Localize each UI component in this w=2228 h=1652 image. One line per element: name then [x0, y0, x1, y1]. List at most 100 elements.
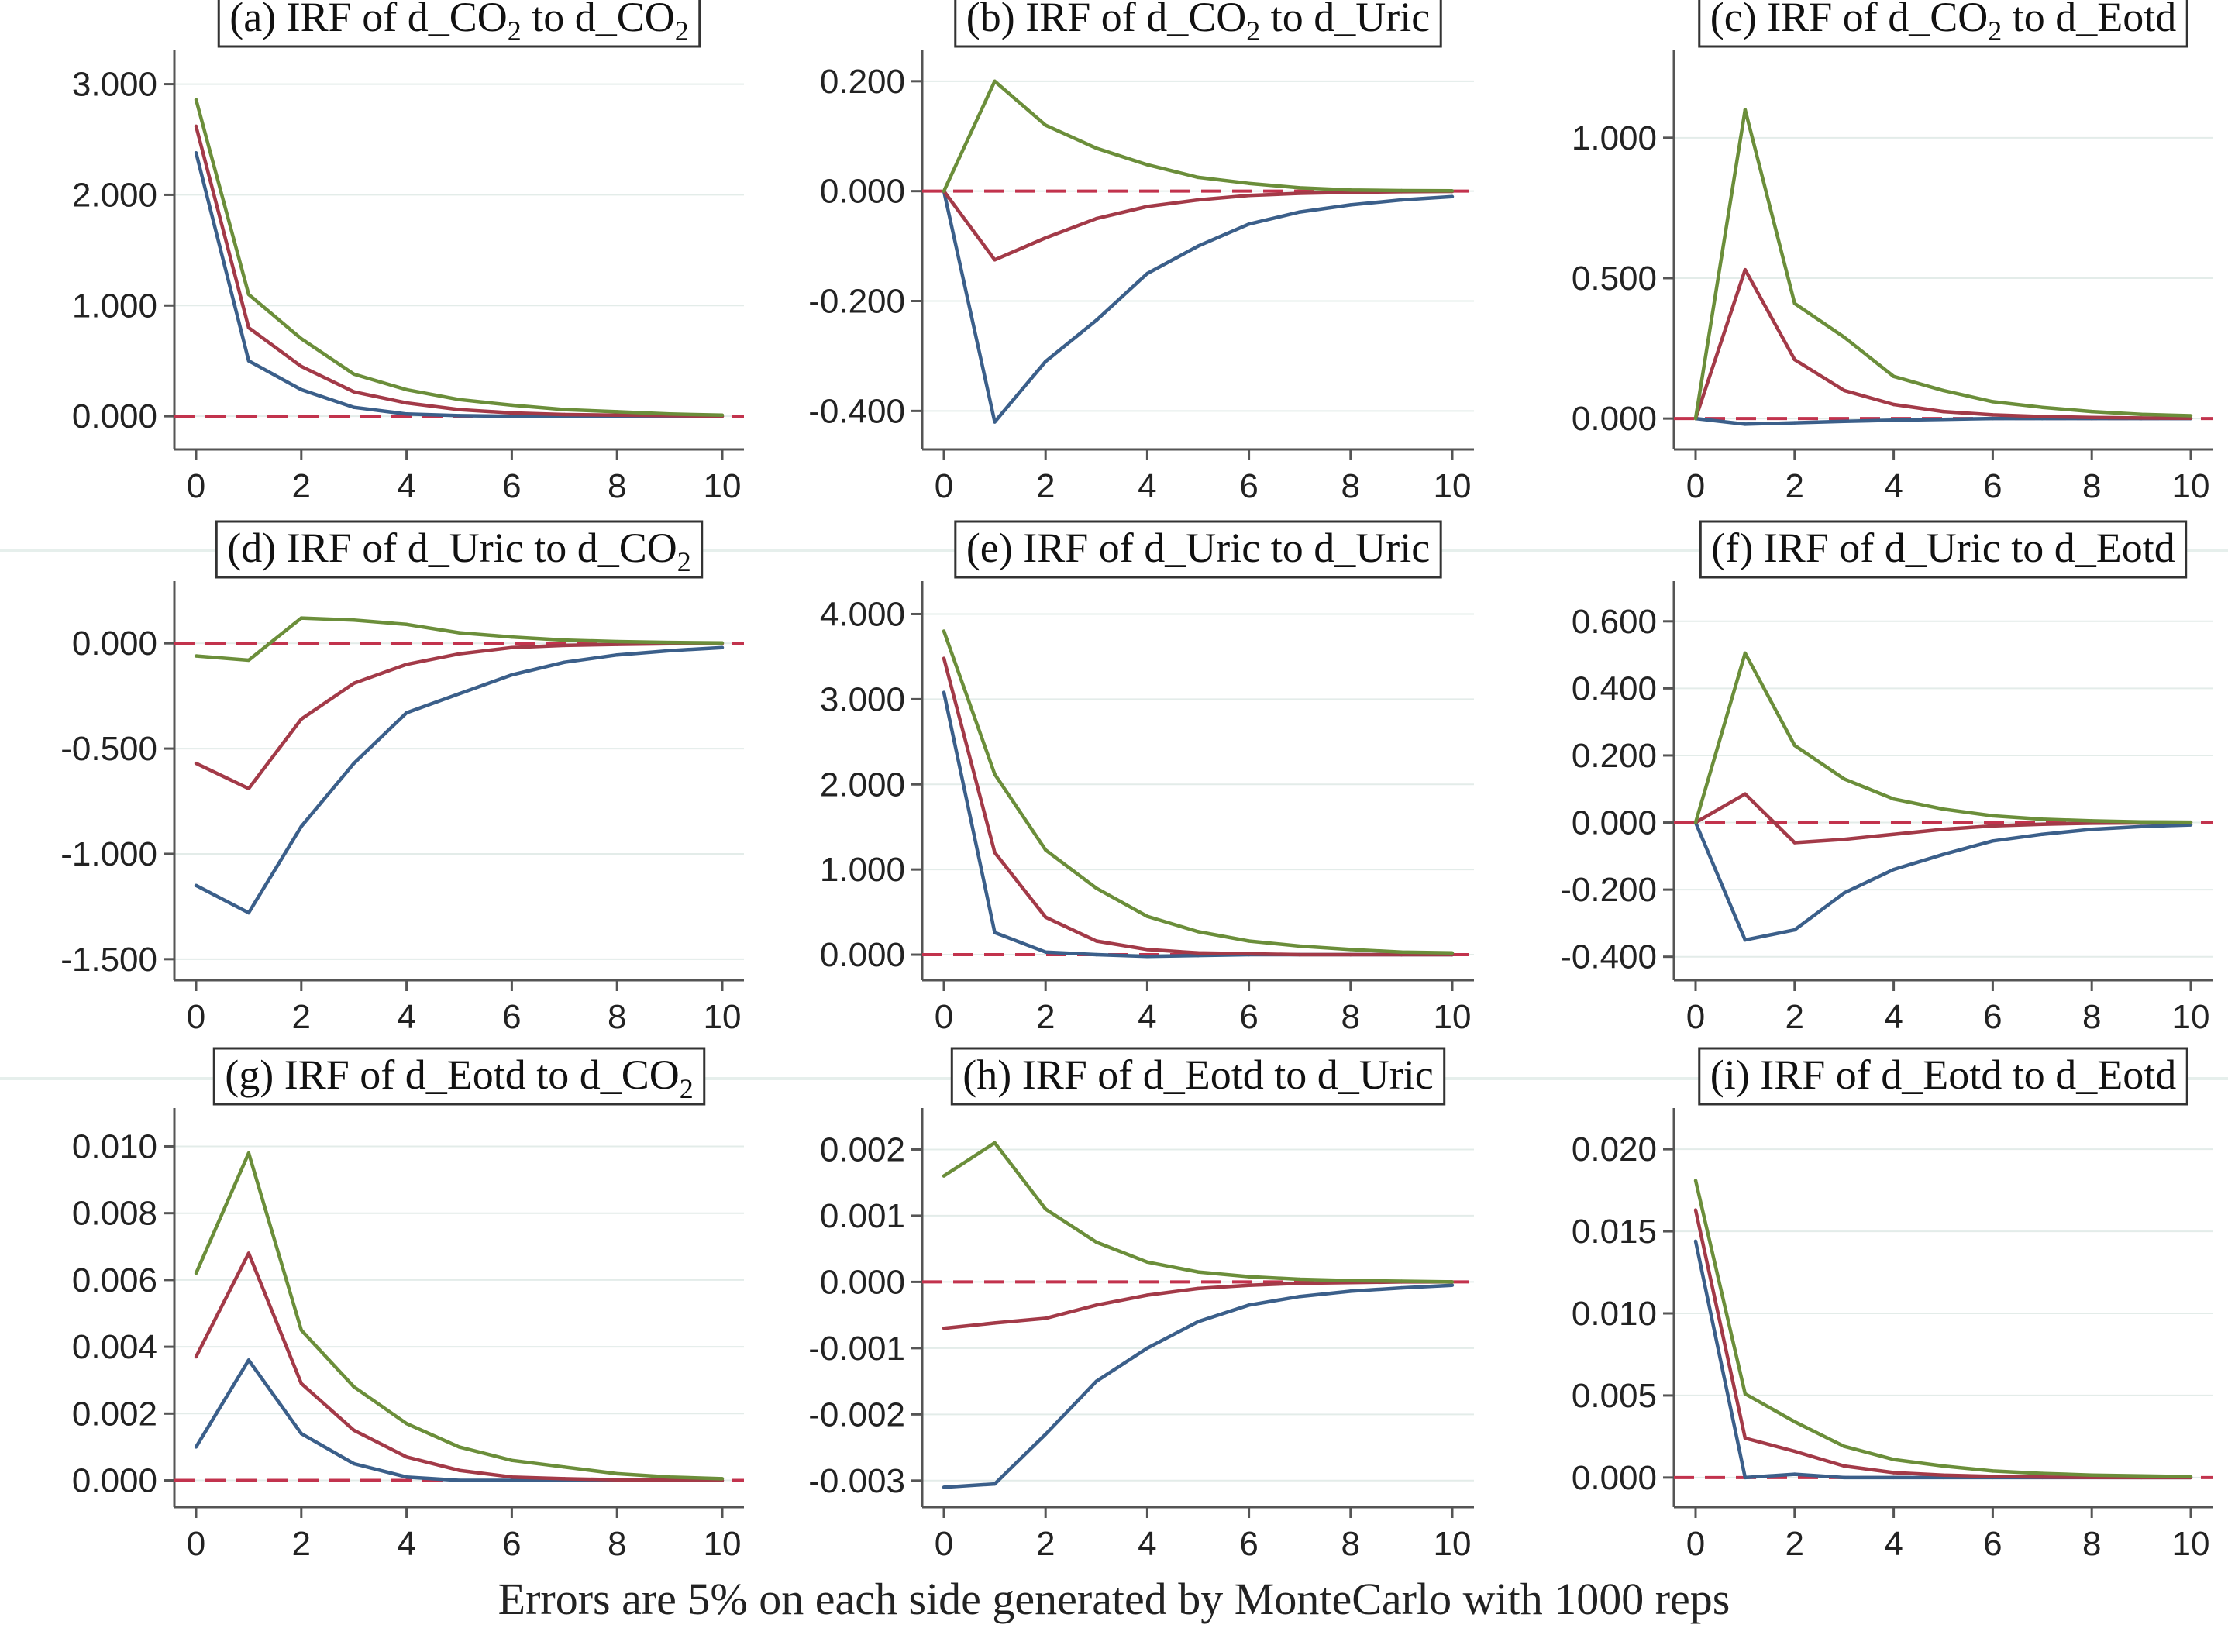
data-point-irf: [2040, 415, 2044, 418]
data-point-upper: [942, 189, 946, 193]
data-point-irf: [993, 1321, 997, 1325]
data-point-upper: [720, 1477, 725, 1481]
data-point-lower: [1941, 852, 1945, 856]
data-point-irf: [194, 124, 198, 129]
panel-title: (g) IRF of d_Eotd to d_CO2: [225, 1051, 694, 1104]
x-tick-label: 6: [1983, 998, 2002, 1036]
y-tick-label: 0.000: [820, 1263, 905, 1301]
data-point-lower: [1842, 1475, 1846, 1480]
data-point-irf: [1145, 1293, 1149, 1297]
panel-title: (a) IRF of d_CO2 to d_CO2: [229, 0, 689, 46]
data-point-lower: [1348, 203, 1353, 207]
data-point-lower: [720, 645, 725, 649]
panel-title-box: [212, 1047, 706, 1106]
panel-title: (h) IRF of d_Eotd to d_Uric: [962, 1051, 1433, 1098]
x-tick-label: 10: [704, 998, 742, 1036]
x-tick-label: 10: [1434, 1525, 1472, 1563]
data-point-upper: [942, 1174, 946, 1178]
data-point-upper: [2188, 1475, 2193, 1479]
y-tick-label: 1.000: [820, 851, 905, 889]
x-tick-label: 10: [704, 1525, 742, 1563]
x-tick-label: 2: [292, 1525, 311, 1563]
data-point-lower: [2090, 827, 2094, 831]
x-tick-label: 6: [502, 998, 521, 1036]
data-point-irf: [246, 1251, 251, 1255]
data-point-lower: [1842, 419, 1846, 423]
panel-f: 0.600 0.400 0.200 0.000 -0.200 -0.400 0 2 4 6 8 10 (…: [1560, 520, 2213, 1036]
data-point-lower: [352, 761, 356, 766]
data-point-lower: [299, 387, 303, 392]
x-tick-label: 0: [935, 467, 953, 505]
data-point-irf: [510, 645, 514, 649]
data-point-irf: [299, 1382, 303, 1385]
y-tick-label: 0.000: [820, 173, 905, 211]
data-point-irf: [1298, 191, 1302, 195]
data-point-upper: [563, 1465, 566, 1469]
data-point-upper: [1842, 335, 1846, 339]
data-point-upper: [1842, 1444, 1846, 1448]
x-tick-label: 6: [1239, 998, 1258, 1036]
data-point-irf: [667, 1478, 672, 1482]
x-tick-label: 2: [1036, 998, 1055, 1036]
data-point-irf: [1094, 939, 1099, 943]
data-point-irf: [1743, 1436, 1748, 1440]
data-point-upper: [1196, 175, 1200, 180]
data-point-upper: [2139, 1474, 2144, 1478]
data-point-irf: [2040, 822, 2044, 826]
data-point-lower: [457, 1478, 461, 1482]
data-point-upper: [993, 772, 997, 776]
data-point-upper: [352, 618, 356, 622]
data-point-upper: [1792, 1420, 1796, 1424]
data-point-lower: [1743, 422, 1748, 426]
data-point-upper: [1941, 807, 1945, 811]
panel-title: (i) IRF of d_Eotd to d_Eotd: [1710, 1051, 2176, 1098]
data-point-irf: [246, 325, 251, 330]
x-tick-label: 0: [1686, 1525, 1705, 1563]
data-point-irf: [1693, 1208, 1698, 1212]
data-point-lower: [352, 1461, 356, 1466]
data-point-upper: [720, 641, 725, 645]
data-point-upper: [1348, 1279, 1353, 1282]
data-point-upper: [457, 1445, 461, 1449]
y-tick-label: 2.000: [820, 766, 905, 804]
x-tick-label: 4: [1884, 1525, 1903, 1563]
data-point-upper: [1196, 1270, 1200, 1274]
data-point-irf: [942, 1327, 946, 1330]
data-point-irf: [1892, 832, 1896, 836]
data-point-upper: [1094, 886, 1099, 890]
data-point-upper: [1693, 416, 1698, 421]
data-point-upper: [720, 413, 725, 417]
x-tick-label: 6: [1239, 467, 1258, 505]
data-point-upper: [246, 292, 251, 297]
x-tick-label: 10: [2172, 467, 2210, 505]
panel-title-box: [954, 0, 1442, 48]
y-tick-label: -0.500: [60, 730, 157, 768]
series-line-upper: [194, 99, 723, 417]
data-point-upper: [1094, 146, 1099, 150]
y-tick-label: -1.500: [60, 941, 157, 979]
data-point-upper: [2188, 820, 2193, 824]
data-point-irf: [563, 1477, 566, 1481]
x-tick-label: 8: [1341, 998, 1360, 1036]
data-point-lower: [1348, 1289, 1353, 1293]
data-point-upper: [405, 387, 408, 392]
y-tick-label: 0.500: [1572, 260, 1657, 298]
series-line-upper: [1693, 108, 2192, 419]
data-point-irf: [1196, 198, 1200, 202]
data-point-lower: [1094, 952, 1099, 957]
data-point-lower: [1450, 194, 1455, 198]
x-tick-label: 8: [2082, 467, 2101, 505]
data-point-upper: [1450, 189, 1455, 193]
y-tick-label: 1.000: [72, 287, 157, 325]
data-point-lower: [246, 910, 251, 915]
figure-footer-note: Errors are 5% on each side generated by …: [498, 1574, 1730, 1624]
data-point-irf: [1044, 236, 1048, 240]
data-point-upper: [194, 1272, 198, 1275]
data-point-irf: [942, 656, 946, 660]
data-point-irf: [615, 413, 619, 417]
data-point-upper: [942, 629, 946, 633]
data-point-lower: [246, 359, 251, 363]
data-point-irf: [405, 663, 408, 666]
y-tick-label: 0.000: [820, 936, 905, 974]
